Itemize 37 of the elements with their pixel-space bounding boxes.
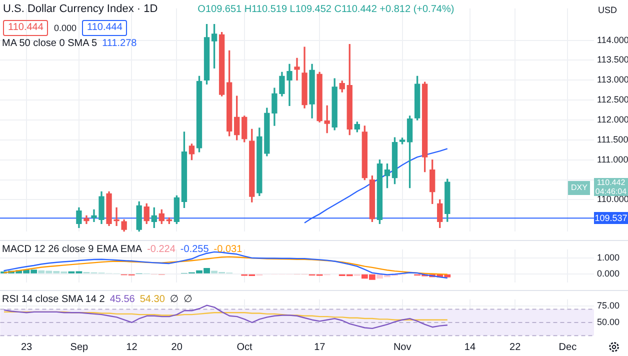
x-tick-label: 23 <box>20 342 33 353</box>
y-tick-label: 0.000 <box>597 268 620 278</box>
annotation: 110.444 <box>87 22 122 33</box>
chart-title: U.S. Dollar Currency Index · 1D <box>3 3 158 15</box>
annotation: 111.278 <box>102 38 137 49</box>
x-tick-label: Nov <box>393 342 412 353</box>
annotation: 54.30 <box>140 294 165 305</box>
x-tick-label: Oct <box>236 342 253 353</box>
text: 110.442 <box>596 178 626 187</box>
text: USD <box>598 5 618 15</box>
y-tick-label: 50.00 <box>597 316 620 327</box>
text: 04:46:04 <box>595 187 627 196</box>
annotation: 45.56 <box>110 294 135 305</box>
chart-title: RSI 14 close SMA 14 2 <box>2 294 105 305</box>
y-tick-label: 111.000 <box>597 154 628 164</box>
x-tick-label: 22 <box>510 342 522 353</box>
y-tick-label: 111.500 <box>597 134 628 144</box>
x-tick-label: 20 <box>171 342 183 353</box>
annotation: 110.444 <box>8 22 44 33</box>
chart-subtitle: O109.651 H110.519 L109.452 C110.442 +0.812 (+0.74%) <box>198 4 454 15</box>
annotation: 0.000 <box>54 23 77 33</box>
annotation: ∅ <box>184 294 192 305</box>
chart-title: MACD 12 26 close 9 EMA EMA <box>2 244 142 255</box>
annotation: -0.224 <box>147 244 176 255</box>
x-tick-label: 14 <box>464 342 476 353</box>
y-tick-label: 1.000 <box>597 252 620 263</box>
annotation: ∅ <box>170 294 179 305</box>
x-tick-label: Sep <box>70 342 88 353</box>
ref-line-label: 109.537 <box>594 213 628 224</box>
x-tick-label: Dec <box>558 342 577 353</box>
y-tick-label: 75.00 <box>597 300 620 310</box>
x-tick-label: 17 <box>314 342 326 353</box>
annotation: -0.031 <box>214 244 242 255</box>
annotation: DXY <box>571 183 588 192</box>
annotation: -0.255 <box>180 244 209 255</box>
x-tick-label: 12 <box>126 342 138 353</box>
annotation: MA 50 close 0 SMA 5 <box>2 38 98 49</box>
